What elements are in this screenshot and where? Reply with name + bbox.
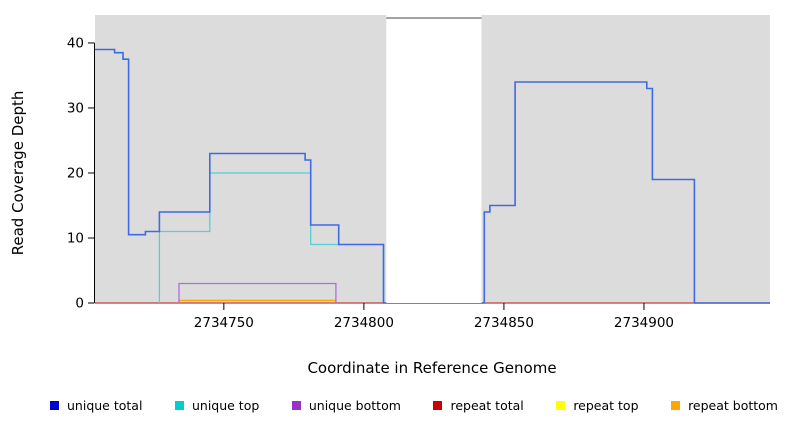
- series-line-unique-bottom: [178, 282, 337, 303]
- x-tick-label: 2734900: [614, 315, 674, 331]
- x-axis-title: Coordinate in Reference Genome: [307, 359, 557, 377]
- legend-label: unique bottom: [308, 398, 401, 413]
- y-tick-label: 10: [67, 230, 84, 246]
- x-tick-label: 2734750: [194, 315, 254, 331]
- y-tick-label: 20: [67, 165, 84, 181]
- legend-swatch-icon: [433, 401, 443, 410]
- x-tick-label: 2734800: [334, 315, 394, 331]
- legend-swatch-icon: [174, 401, 184, 410]
- series-line-unique-total: [95, 48, 770, 304]
- legend-swatch-icon: [671, 401, 681, 410]
- y-tick-label: 30: [67, 100, 84, 116]
- y-tick-label: 0: [75, 296, 84, 312]
- legend-item-unique-top: unique top: [174, 398, 260, 413]
- legend-label: unique top: [191, 398, 260, 413]
- legend-label: repeat total: [450, 398, 524, 413]
- legend-swatch-icon: [556, 401, 566, 410]
- legend-item-repeat-total: repeat total: [433, 398, 524, 413]
- x-tick-label: 2734850: [474, 315, 534, 331]
- legend-label: repeat top: [573, 398, 639, 413]
- legend-swatch-icon: [50, 401, 59, 410]
- legend-swatch-icon: [291, 401, 301, 410]
- legend-item-unique-bottom: unique bottom: [291, 398, 401, 413]
- legend-item-repeat-bottom: repeat bottom: [671, 398, 778, 413]
- gap-region: [386, 15, 482, 303]
- y-tick-label: 40: [67, 35, 84, 51]
- legend: unique total unique top unique bottom repea…: [50, 398, 778, 413]
- legend-item-unique-total: unique total: [50, 398, 142, 413]
- legend-label: repeat bottom: [688, 398, 778, 413]
- legend-label: unique total: [67, 398, 143, 413]
- legend-item-repeat-top: repeat top: [556, 398, 639, 413]
- y-axis-title: Read Coverage Depth: [9, 90, 27, 256]
